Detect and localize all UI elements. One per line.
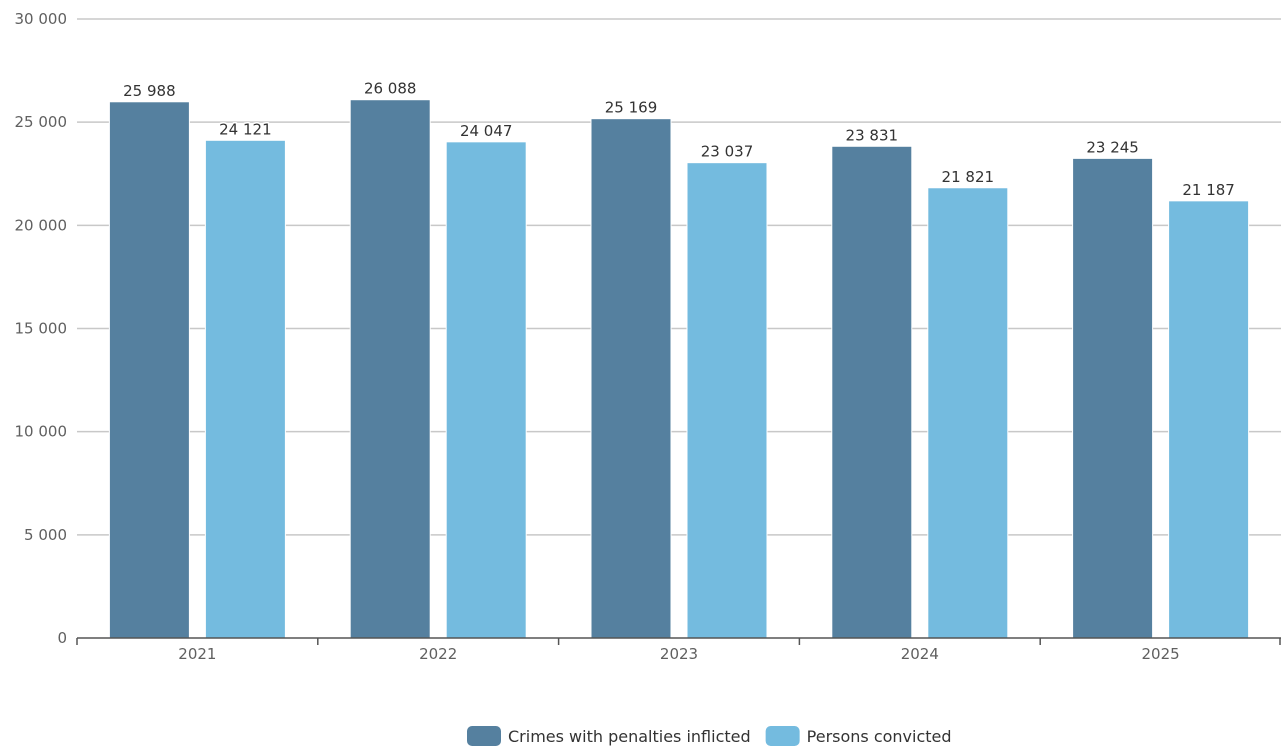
legend-item-series-0[interactable]: Crimes with penalties inflicted (467, 726, 751, 746)
y-tick-label: 0 (57, 629, 67, 647)
legend-item-series-1[interactable]: Persons convicted (765, 726, 952, 746)
data-label: 26 088 (364, 80, 417, 98)
bar-2021-series-0[interactable] (108, 101, 190, 639)
x-tick-label: 2021 (178, 645, 216, 663)
data-label: 23 831 (846, 126, 899, 144)
data-label: 23 245 (1086, 138, 1139, 156)
data-labels: 25 988 24 121 26 088 24 047 25 169 23 037 23 8… (122, 78, 1237, 200)
y-tick-label: 25 000 (15, 113, 68, 131)
x-tick-label: 2022 (419, 645, 457, 663)
legend-swatch (765, 726, 800, 746)
x-tick-label: 2024 (901, 645, 939, 663)
x-tick-label: 2023 (660, 645, 698, 663)
bar-2024-series-0[interactable] (831, 145, 913, 639)
data-label: 21 187 (1182, 181, 1235, 199)
legend[interactable]: Crimes with penalties inflicted Persons c… (467, 726, 952, 746)
bar-2025-series-0[interactable] (1072, 157, 1154, 639)
legend-label: Persons convicted (807, 727, 952, 746)
legend-swatch (467, 726, 501, 746)
y-tick-label: 30 000 (15, 10, 68, 28)
y-tick-label: 15 000 (15, 320, 68, 338)
data-label: 25 988 (123, 82, 176, 100)
data-label: 24 121 (219, 120, 272, 138)
bar-2022-series-0[interactable] (349, 99, 431, 639)
bar-2021-series-1[interactable] (204, 139, 286, 639)
data-label: 21 821 (942, 168, 995, 186)
data-label: 25 169 (605, 99, 658, 117)
legend-label: Crimes with penalties inflicted (508, 727, 751, 746)
y-tick-label: 5 000 (24, 526, 67, 544)
bar-2023-series-1[interactable] (686, 162, 768, 639)
bar-2024-series-1[interactable] (927, 187, 1009, 639)
x-axis: 2021 2022 2023 2024 2025 (76, 637, 1281, 663)
x-tick-label: 2025 (1142, 645, 1180, 663)
y-axis-ticks: 0 5 000 10 000 15 000 20 000 25 000 30 000 (15, 10, 68, 647)
data-label: 23 037 (701, 143, 754, 161)
data-label: 24 047 (460, 122, 513, 140)
bars (108, 99, 1250, 639)
bar-2023-series-0[interactable] (590, 118, 672, 639)
y-tick-label: 10 000 (15, 423, 68, 441)
bar-2025-series-1[interactable] (1168, 200, 1250, 639)
bar-2022-series-1[interactable] (445, 141, 527, 639)
y-tick-label: 20 000 (15, 216, 68, 234)
